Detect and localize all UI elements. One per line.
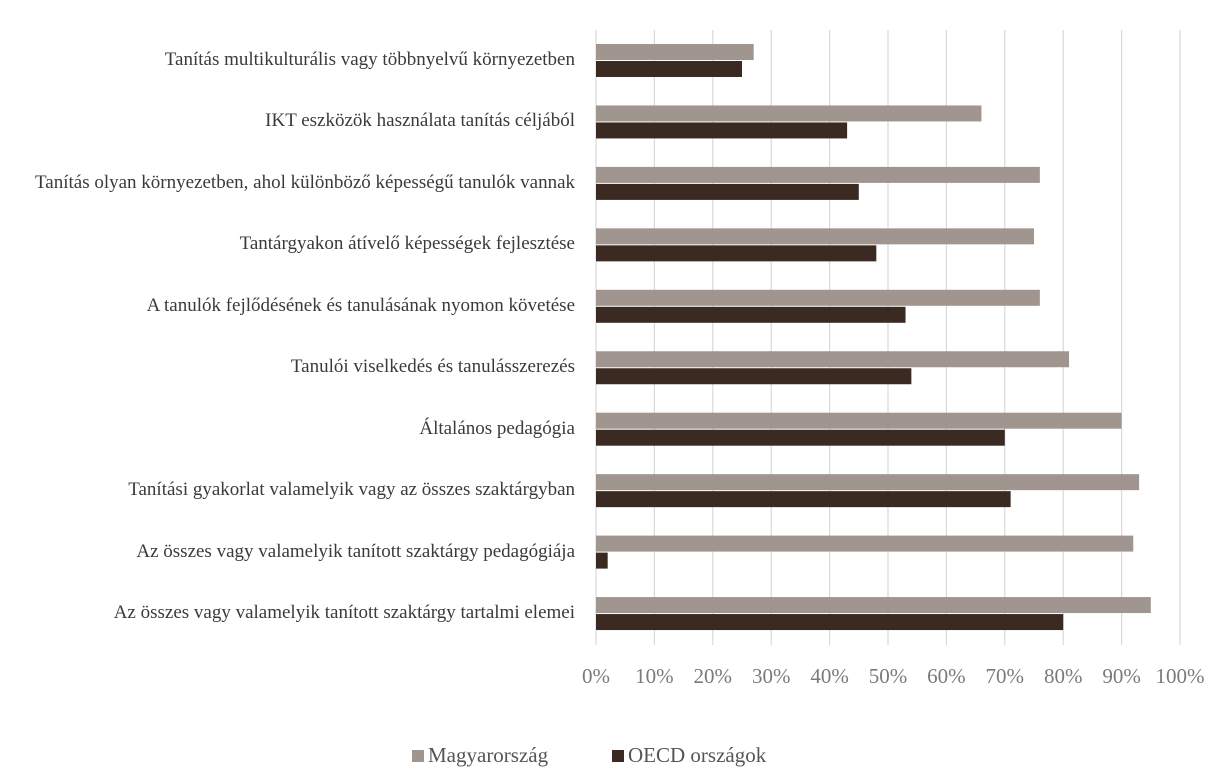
bar <box>596 166 1040 183</box>
x-tick-label: 20% <box>694 664 733 688</box>
category-label: IKT eszközök használata tanítás céljából <box>265 110 575 132</box>
x-tick-label: 80% <box>1044 664 1083 688</box>
x-tick-label: 0% <box>582 664 610 688</box>
bar <box>596 351 1070 368</box>
bar <box>596 552 608 569</box>
bar <box>596 306 906 323</box>
category-label: Általános pedagógia <box>419 417 575 439</box>
bar <box>596 412 1122 429</box>
x-tick-label: 90% <box>1102 664 1141 688</box>
category-label: A tanulók fejlődésének és tanulásának ny… <box>146 294 575 316</box>
bar <box>596 105 982 122</box>
bar <box>596 228 1034 245</box>
bar <box>596 289 1040 306</box>
bar <box>596 429 1005 446</box>
legend-swatch <box>412 750 424 762</box>
category-label: Tanítás multikulturális vagy többnyelvű … <box>164 49 575 70</box>
bar <box>596 183 859 200</box>
bar <box>596 535 1134 552</box>
legend-label: OECD országok <box>628 743 767 767</box>
category-label: Tantárgyakon átívelő képességek fejleszt… <box>239 233 575 255</box>
bar <box>596 474 1140 491</box>
bar <box>596 491 1011 508</box>
category-label: Tanítás olyan környezetben, ahol különbö… <box>34 171 575 193</box>
category-label: Az összes vagy valamelyik tanított szakt… <box>113 602 575 624</box>
x-tick-label: 10% <box>635 664 674 688</box>
x-tick-label: 100% <box>1156 664 1205 688</box>
bar <box>596 61 742 77</box>
bar <box>596 245 877 262</box>
legend-swatch <box>612 750 624 762</box>
x-tick-label: 50% <box>869 664 908 688</box>
bar <box>596 368 912 385</box>
x-tick-label: 60% <box>927 664 966 688</box>
legend-label: Magyarország <box>428 743 549 767</box>
bar <box>596 44 754 60</box>
bar <box>596 597 1151 614</box>
x-tick-label: 40% <box>810 664 849 688</box>
category-label: Tanítási gyakorlat valamelyik vagy az ös… <box>128 479 575 501</box>
bar <box>596 614 1064 631</box>
x-tick-label: 30% <box>752 664 791 688</box>
bar <box>596 122 848 139</box>
category-label: Az összes vagy valamelyik tanított szakt… <box>136 540 575 562</box>
category-label: Tanulói viselkedés és tanulásszerezés <box>290 356 575 378</box>
x-tick-label: 70% <box>986 664 1025 688</box>
